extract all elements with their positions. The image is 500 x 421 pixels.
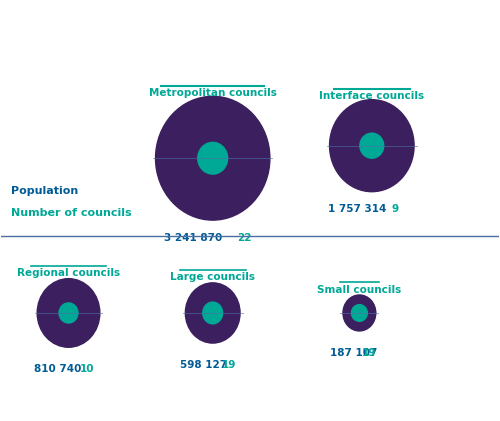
Ellipse shape <box>203 302 222 324</box>
Text: Population: Population <box>12 186 78 196</box>
Ellipse shape <box>343 295 376 331</box>
Text: 3 241 870: 3 241 870 <box>164 233 222 242</box>
Ellipse shape <box>352 305 368 321</box>
Ellipse shape <box>156 96 270 220</box>
Text: 9: 9 <box>392 204 398 214</box>
Text: Number of councils: Number of councils <box>12 208 132 218</box>
Ellipse shape <box>360 133 384 158</box>
Text: Small councils: Small councils <box>318 285 402 295</box>
Ellipse shape <box>198 142 228 174</box>
Text: 19: 19 <box>362 348 376 358</box>
Text: 22: 22 <box>237 233 252 242</box>
Ellipse shape <box>330 100 414 192</box>
Text: Interface councils: Interface councils <box>320 91 424 101</box>
Text: Metropolitan councils: Metropolitan councils <box>149 88 276 98</box>
Text: 10: 10 <box>80 364 94 374</box>
Ellipse shape <box>37 279 100 347</box>
Text: Large councils: Large councils <box>170 272 255 282</box>
Text: 1 757 314: 1 757 314 <box>328 204 386 214</box>
Text: Regional councils: Regional councils <box>17 268 120 278</box>
Text: 598 127: 598 127 <box>180 360 226 370</box>
Text: 19: 19 <box>222 360 236 370</box>
Text: 810 740: 810 740 <box>34 364 81 374</box>
Ellipse shape <box>186 283 240 343</box>
Ellipse shape <box>59 303 78 323</box>
Text: 187 107: 187 107 <box>330 348 378 358</box>
